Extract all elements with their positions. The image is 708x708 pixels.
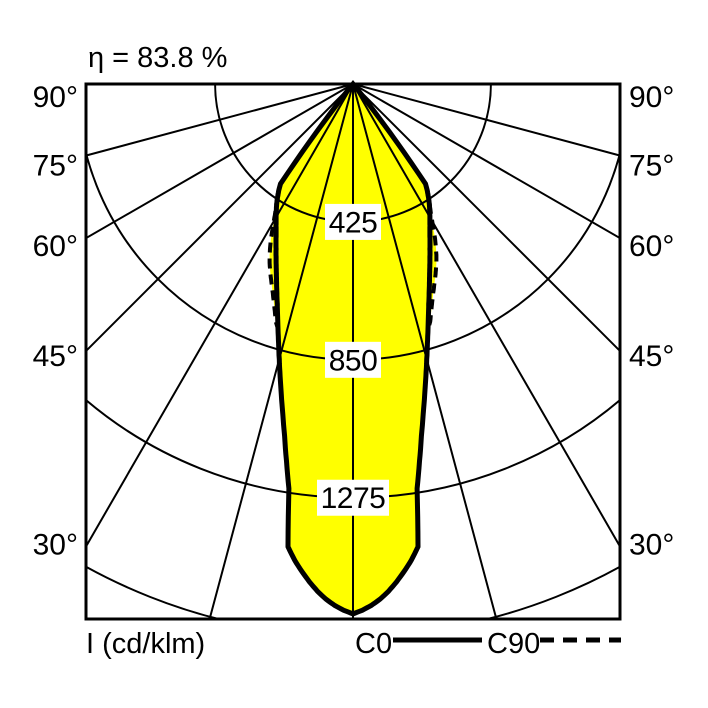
angle-label-right-75: 75° — [629, 150, 674, 183]
intensity-tick-label-850: 850 — [329, 344, 378, 377]
radial-grid-line-r45 — [352, 84, 620, 353]
legend-c0-label: C0 — [355, 628, 392, 660]
intensity-tick-box-425 — [325, 203, 381, 240]
radial-grid-line-l15 — [208, 84, 354, 619]
legend: I (cd/klm) C0 C90 — [86, 628, 621, 660]
angle-label-left-60: 60° — [33, 230, 78, 263]
efficiency-label: η = 83.8 % — [88, 42, 227, 74]
intensity-tick-box-1275 — [317, 479, 389, 516]
angle-label-left-90: 90° — [33, 81, 78, 114]
legend-c90-label: C90 — [487, 628, 540, 660]
angle-label-right-90: 90° — [629, 81, 674, 114]
plot-border — [84, 82, 622, 621]
intensity-tick-label-425: 425 — [329, 206, 378, 239]
radial-grid-line-r60 — [352, 84, 620, 240]
angle-tick-labels: 90° 90° 75° 75° 60° 60° 45° 45° 30° 30° — [33, 81, 675, 562]
radial-grid-line-l60 — [86, 84, 354, 240]
intensity-tick-box-850 — [325, 341, 381, 378]
angle-label-left-30: 30° — [33, 529, 78, 562]
angle-label-left-45: 45° — [33, 340, 78, 373]
radial-grid-line-r30 — [352, 84, 620, 549]
radial-grid-line-r15 — [352, 84, 498, 619]
intensity-tick-label-1275: 1275 — [321, 482, 386, 515]
radial-grid-line-l45 — [86, 84, 354, 353]
radial-grid-line-l30 — [86, 84, 354, 549]
angle-label-left-75: 75° — [33, 150, 78, 183]
c90-curve — [267, 80, 439, 617]
intensity-tick-labels: 425 850 1275 — [317, 203, 389, 516]
radial-grid-line-r75 — [352, 84, 620, 157]
angle-label-right-60: 60° — [629, 230, 674, 263]
angle-label-right-30: 30° — [629, 529, 674, 562]
angle-label-right-45: 45° — [629, 340, 674, 373]
axis-unit-label: I (cd/klm) — [86, 628, 205, 660]
radial-grid-line-l75 — [86, 84, 354, 157]
